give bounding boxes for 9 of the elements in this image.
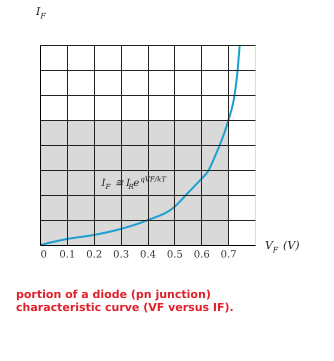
- x-tick-label: 0.3: [113, 250, 130, 260]
- text: portion of a diode (pn junction) characteristic curve (VF versus IF).: [16, 288, 234, 314]
- x-tick-label: 0.7: [220, 250, 237, 260]
- x-tick-label: 0: [40, 250, 47, 260]
- x-tick-label: 0.5: [166, 250, 183, 260]
- x-tick-label: 0.2: [86, 250, 102, 260]
- x-tick-label: 0.1: [59, 250, 76, 260]
- x-tick-label: 0.4: [140, 250, 156, 260]
- x-tick-label: 0.6: [194, 250, 210, 260]
